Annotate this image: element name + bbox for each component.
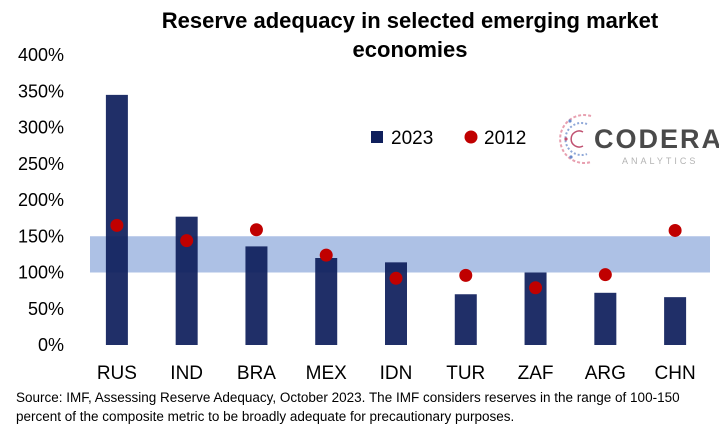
- dot-2012-chn: [668, 223, 682, 237]
- y-tick-label: 200%: [18, 190, 64, 210]
- chart-title: Reserve adequacy in selected emerging ma…: [162, 8, 659, 62]
- x-category-ind: IND: [170, 363, 203, 384]
- dot-2012-rus: [110, 218, 124, 232]
- dot-2012-idn: [389, 271, 403, 285]
- source-note: Source: IMF, Assessing Reserve Adequacy,…: [16, 390, 680, 424]
- dot-2012-ind: [180, 234, 194, 248]
- codera-circuit-emblem-icon: [559, 114, 592, 164]
- bar-2023-idn: [385, 262, 407, 345]
- chart-title-line-2: economies: [353, 37, 468, 62]
- legend-marker-2012: [464, 130, 478, 144]
- x-axis-categories: RUS IND BRA MEX IDN TUR ZAF ARG CHN: [97, 363, 696, 384]
- legend-label-2023: 2023: [391, 128, 433, 149]
- y-tick-label: 400%: [18, 45, 64, 65]
- y-tick-label: 50%: [28, 299, 64, 319]
- bar-2023-chn: [664, 297, 687, 345]
- x-category-rus: RUS: [97, 363, 137, 384]
- legend: 2023 2012: [371, 128, 526, 149]
- chart-title-line-1: Reserve adequacy in selected emerging ma…: [162, 8, 659, 33]
- x-category-mex: MEX: [306, 363, 348, 384]
- y-tick-label: 100%: [18, 263, 64, 283]
- x-category-idn: IDN: [380, 363, 413, 384]
- dot-2012-tur: [459, 268, 473, 282]
- x-category-arg: ARG: [585, 363, 626, 384]
- y-tick-label: 150%: [18, 226, 64, 246]
- bar-2023-tur: [454, 294, 477, 345]
- x-category-chn: CHN: [655, 363, 696, 384]
- bar-2023-ind: [175, 216, 198, 345]
- dot-2012-bra: [249, 223, 263, 237]
- y-axis-ticks: 0% 50% 100% 150% 200% 250% 300% 350% 400%: [18, 45, 64, 355]
- y-tick-label: 250%: [18, 154, 64, 174]
- y-tick-label: 0%: [38, 335, 64, 355]
- bar-2023-arg: [594, 292, 617, 345]
- logo-subtext: ANALYTICS: [622, 156, 698, 166]
- x-category-tur: TUR: [446, 363, 485, 384]
- logo-wordmark: CODERA: [594, 124, 719, 154]
- dot-2012-mex: [319, 248, 333, 262]
- legend-label-2012: 2012: [484, 128, 526, 149]
- bar-2023-mex: [315, 258, 338, 345]
- legend-swatch-2023: [371, 131, 383, 143]
- dots-layer: [110, 218, 682, 295]
- dot-2012-zaf: [529, 281, 543, 295]
- codera-analytics-logo: CODERA ANALYTICS: [559, 114, 719, 166]
- x-category-zaf: ZAF: [518, 363, 554, 384]
- y-tick-label: 350%: [18, 81, 64, 101]
- y-tick-label: 300%: [18, 118, 64, 138]
- x-category-bra: BRA: [237, 363, 276, 384]
- bar-2023-bra: [245, 246, 268, 345]
- dot-2012-arg: [598, 268, 612, 282]
